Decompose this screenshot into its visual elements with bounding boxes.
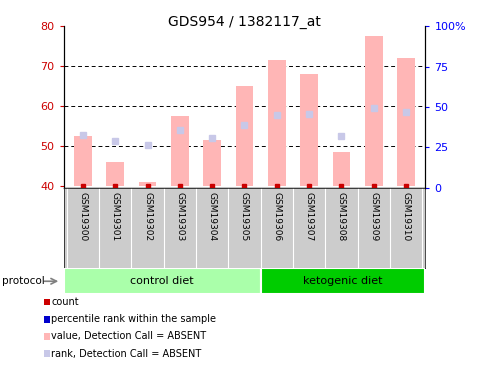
Text: GSM19305: GSM19305 <box>240 192 248 241</box>
Bar <box>106 162 124 186</box>
Text: rank, Detection Call = ABSENT: rank, Detection Call = ABSENT <box>51 349 201 358</box>
Bar <box>267 60 285 186</box>
Bar <box>261 268 425 294</box>
Bar <box>300 74 317 186</box>
Text: GSM19304: GSM19304 <box>207 192 216 241</box>
Text: value, Detection Call = ABSENT: value, Detection Call = ABSENT <box>51 332 206 341</box>
Bar <box>74 136 92 186</box>
Text: GSM19307: GSM19307 <box>304 192 313 241</box>
Text: percentile rank within the sample: percentile rank within the sample <box>51 314 216 324</box>
Bar <box>63 268 261 294</box>
Text: GSM19309: GSM19309 <box>368 192 377 241</box>
Text: GSM19306: GSM19306 <box>272 192 281 241</box>
Bar <box>203 140 221 186</box>
Bar <box>332 152 349 186</box>
Text: GSM19303: GSM19303 <box>175 192 184 241</box>
Bar <box>396 58 414 186</box>
Text: control diet: control diet <box>130 276 194 286</box>
Text: GDS954 / 1382117_at: GDS954 / 1382117_at <box>168 15 320 29</box>
Text: count: count <box>51 297 79 307</box>
Text: GSM19310: GSM19310 <box>401 192 410 241</box>
Text: GSM19301: GSM19301 <box>111 192 120 241</box>
Text: GSM19308: GSM19308 <box>336 192 345 241</box>
Bar <box>139 182 156 186</box>
Text: protocol: protocol <box>2 276 45 286</box>
Bar <box>171 116 188 186</box>
Text: ketogenic diet: ketogenic diet <box>303 276 382 286</box>
Text: GSM19300: GSM19300 <box>78 192 87 241</box>
Bar <box>364 36 382 186</box>
Bar <box>235 86 253 186</box>
Text: GSM19302: GSM19302 <box>143 192 152 241</box>
